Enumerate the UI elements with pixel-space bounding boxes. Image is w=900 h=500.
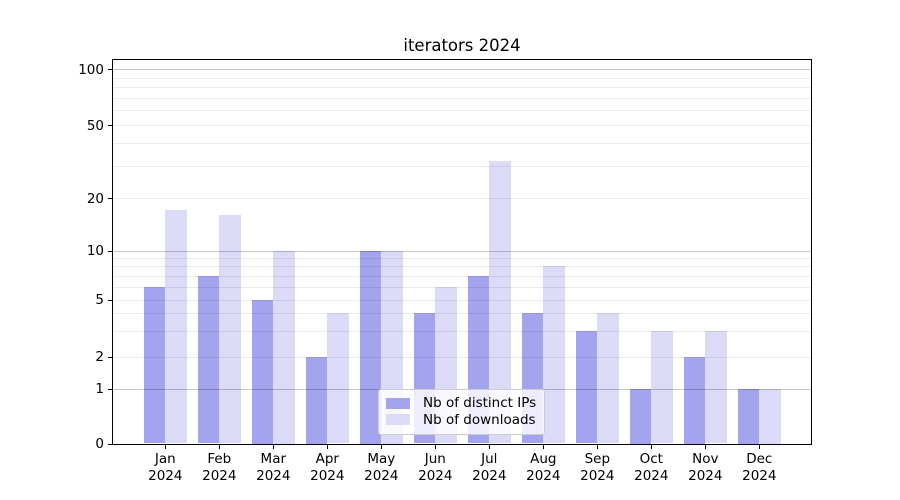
minor-gridline-4: [113, 313, 811, 315]
minor-gridline-7: [113, 275, 811, 277]
minor-gridline-40: [113, 142, 811, 144]
x-tick-mark-mar: [273, 445, 275, 449]
y-tick-mark-100: [108, 69, 112, 70]
bar-downloads-feb: [219, 214, 241, 444]
x-tick-mark-jun: [435, 445, 437, 449]
x-tick-label-aug: Aug 2024: [526, 451, 561, 484]
minor-gridline-50: [113, 125, 811, 126]
x-tick-label-jan: Jan 2024: [148, 451, 183, 484]
y-tick-mark-0: [108, 443, 112, 445]
x-tick-mark-sep: [597, 445, 599, 449]
y-tick-mark-5: [108, 299, 112, 301]
x-tick-mark-dec: [759, 445, 761, 449]
major-gridline-100: [113, 69, 811, 70]
y-tick-label-100: 100: [78, 61, 104, 78]
y-tick-mark-50: [108, 125, 112, 126]
legend-item-downloads: Nb of downloads: [386, 412, 536, 429]
x-tick-label-sep: Sep 2024: [580, 451, 615, 484]
bar-distinct-ips-nov: [683, 356, 706, 444]
y-tick-mark-2: [108, 356, 112, 358]
bar-downloads-nov: [705, 331, 727, 444]
minor-gridline-30: [113, 165, 811, 167]
y-tick-label-20: 20: [86, 190, 104, 207]
x-tick-mark-nov: [705, 445, 707, 449]
y-tick-label-0: 0: [95, 436, 104, 452]
legend: Nb of distinct IPs Nb of downloads: [378, 389, 545, 435]
x-tick-label-nov: Nov 2024: [688, 451, 723, 484]
bar-downloads-apr: [327, 313, 349, 444]
legend-label-downloads: Nb of downloads: [423, 411, 536, 428]
minor-gridline-3: [113, 331, 811, 333]
bar-distinct-ips-oct: [629, 388, 652, 444]
y-tick-label-2: 2: [95, 349, 104, 365]
x-tick-mark-feb: [219, 445, 221, 449]
legend-swatch-downloads: [386, 414, 410, 426]
minor-gridline-6: [113, 286, 811, 288]
x-tick-label-dec: Dec 2024: [742, 451, 777, 484]
x-tick-label-oct: Oct 2024: [634, 451, 669, 484]
chart-title: iterators 2024: [403, 36, 521, 55]
x-tick-label-may: May 2024: [364, 451, 399, 484]
bar-downloads-oct: [651, 331, 673, 444]
y-tick-label-1: 1: [95, 381, 104, 397]
bar-downloads-aug: [543, 266, 565, 444]
x-tick-mark-aug: [543, 445, 545, 449]
x-tick-label-apr: Apr 2024: [310, 451, 345, 484]
x-tick-label-jul: Jul 2024: [472, 451, 507, 484]
y-tick-mark-20: [108, 198, 112, 199]
bar-downloads-sep: [597, 313, 619, 444]
x-tick-mark-apr: [327, 445, 329, 449]
minor-gridline-9: [113, 257, 811, 259]
major-gridline-10: [113, 250, 811, 252]
y-tick-label-5: 5: [95, 292, 104, 308]
legend-swatch-distinct-ips: [386, 397, 410, 409]
x-tick-mark-oct: [651, 445, 653, 449]
bar-distinct-ips-may: [359, 250, 382, 444]
y-tick-mark-1: [108, 388, 112, 390]
x-tick-mark-jan: [165, 445, 167, 449]
bar-distinct-ips-mar: [251, 299, 274, 444]
minor-gridline-20: [113, 198, 811, 199]
minor-gridline-70: [113, 97, 811, 99]
y-tick-label-50: 50: [86, 117, 104, 134]
minor-gridline-90: [113, 77, 811, 79]
bar-distinct-ips-dec: [737, 388, 760, 444]
minor-gridline-5: [113, 299, 811, 301]
minor-gridline-60: [113, 110, 811, 112]
legend-label-distinct-ips: Nb of distinct IPs: [423, 395, 537, 412]
minor-gridline-8: [113, 266, 811, 268]
bar-downloads-mar: [273, 250, 295, 444]
x-tick-label-feb: Feb 2024: [202, 451, 237, 484]
legend-item-distinct-ips: Nb of distinct IPs: [386, 395, 536, 412]
x-tick-mark-may: [381, 445, 383, 449]
x-tick-label-jun: Jun 2024: [418, 451, 453, 484]
minor-gridline-2: [113, 356, 811, 358]
bar-downloads-dec: [759, 388, 781, 444]
bar-downloads-jul: [489, 160, 511, 444]
bar-distinct-ips-feb: [197, 275, 220, 444]
bar-distinct-ips-apr: [305, 356, 328, 444]
y-tick-mark-10: [108, 250, 112, 252]
x-tick-mark-jul: [489, 445, 491, 449]
bar-distinct-ips-jan: [143, 286, 166, 444]
y-tick-label-10: 10: [86, 243, 104, 259]
bar-distinct-ips-sep: [575, 331, 598, 444]
minor-gridline-80: [113, 87, 811, 88]
x-tick-label-mar: Mar 2024: [256, 451, 291, 484]
bar-downloads-jan: [165, 210, 187, 444]
